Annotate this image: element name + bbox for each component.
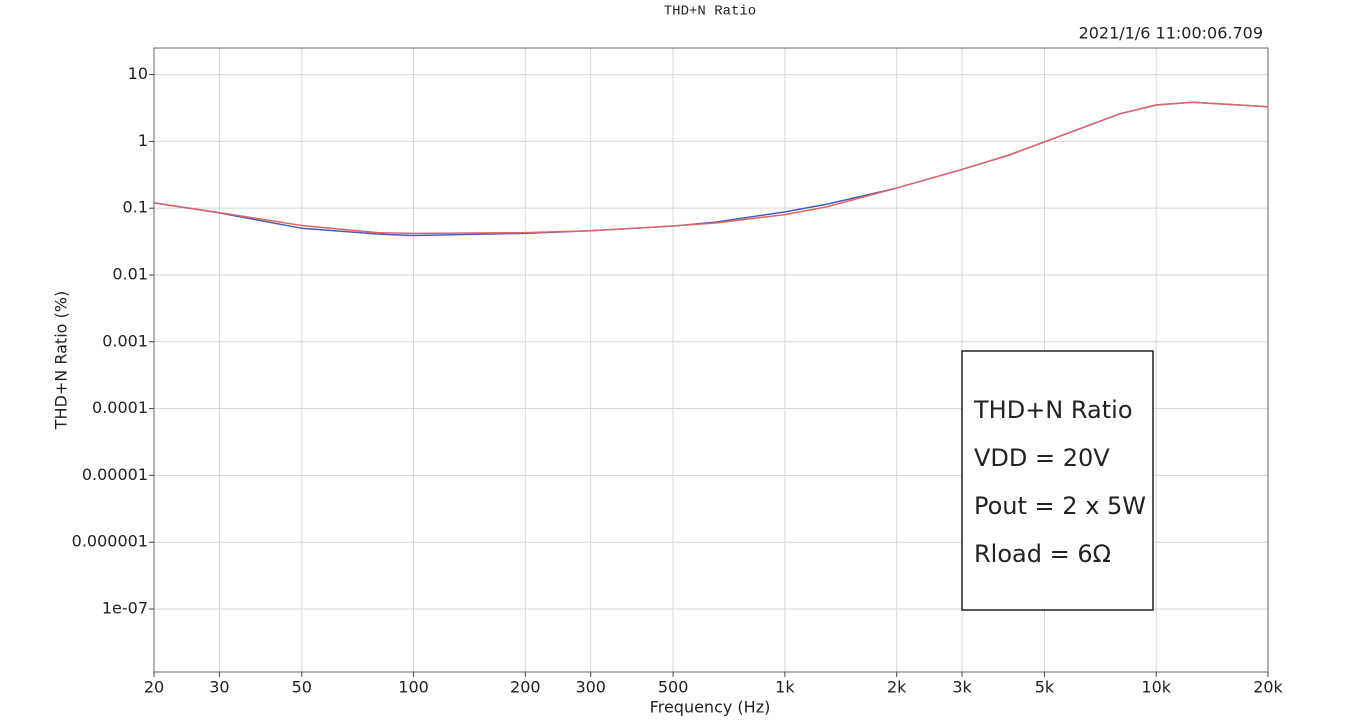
annotation-line: THD+N Ratio xyxy=(973,396,1133,424)
annotation-line: Pout = 2 x 5W xyxy=(974,492,1146,520)
series-line xyxy=(153,101,1269,235)
annotation-box xyxy=(961,350,1154,611)
chart-title: THD+N Ratio xyxy=(664,4,756,20)
y-tick-label: 0.00001 xyxy=(82,465,148,484)
y-tick-label: 0.0001 xyxy=(92,398,148,417)
x-tick-label: 300 xyxy=(575,678,606,697)
y-tick-label: 0.000001 xyxy=(72,532,148,551)
annotation-line: Rload = 6Ω xyxy=(974,540,1111,568)
y-tick-label: 0.1 xyxy=(123,198,148,217)
x-tick-label: 20k xyxy=(1253,678,1283,697)
y-tick-label: 0.01 xyxy=(112,264,148,283)
x-tick-label: 1k xyxy=(775,678,795,697)
x-tick-label: 50 xyxy=(292,678,312,697)
series-line xyxy=(153,101,1269,237)
y-tick-label: 1e-07 xyxy=(102,598,148,617)
x-tick-label: 200 xyxy=(510,678,541,697)
plot-frame xyxy=(153,47,1269,673)
y-axis-label: THD+N Ratio (%) xyxy=(52,291,71,430)
x-tick-label: 30 xyxy=(209,678,229,697)
x-tick-label: 500 xyxy=(658,678,689,697)
x-axis-label: Frequency (Hz) xyxy=(650,698,771,717)
x-tick-label: 3k xyxy=(952,678,972,697)
annotation-line: VDD = 20V xyxy=(974,444,1110,472)
y-tick-label: 10 xyxy=(128,64,148,83)
timestamp: 2021/1/6 11:00:06.709 xyxy=(1079,24,1263,43)
x-tick-label: 100 xyxy=(398,678,429,697)
x-tick-label: 20 xyxy=(144,678,164,697)
x-tick-label: 5k xyxy=(1035,678,1055,697)
x-tick-label: 10k xyxy=(1141,678,1171,697)
y-tick-label: 1 xyxy=(138,131,148,150)
x-tick-label: 2k xyxy=(887,678,907,697)
y-tick-label: 0.001 xyxy=(102,331,148,350)
